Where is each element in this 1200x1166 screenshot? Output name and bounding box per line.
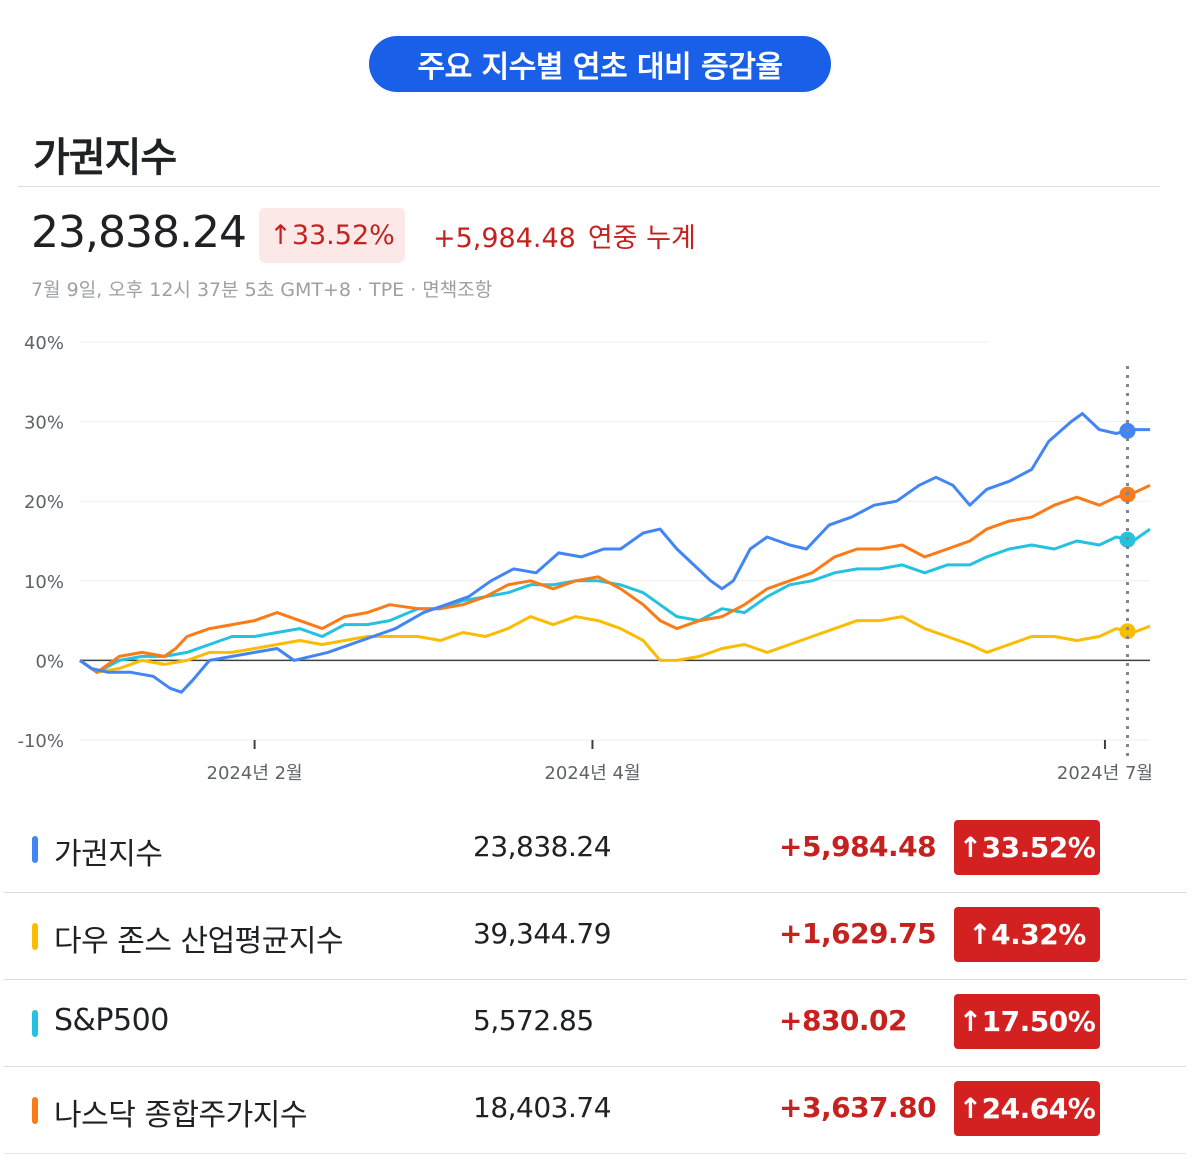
index-name: S&P500 — [54, 1003, 169, 1038]
index-name: 가권지수 — [54, 837, 163, 872]
series-line — [79, 527, 1151, 674]
index-change: +3,637.80 — [779, 1091, 937, 1124]
table-row[interactable]: 다우 존스 산업평균지수 39,344.79 +1,629.75 ↑4.32% — [4, 893, 1186, 980]
index-value: 18,403.74 — [473, 1091, 612, 1124]
index-value: 23,838.24 — [473, 830, 612, 863]
x-tick-label: 2024년 2월 — [207, 763, 303, 784]
ytd-change-label: 연중 누계 — [587, 223, 696, 254]
title-banner: 주요 지수별 연초 대비 증감율 — [369, 36, 831, 92]
index-value: 39,344.79 — [473, 917, 612, 950]
x-tick-label: 2024년 7월 — [1057, 763, 1153, 784]
series-line — [79, 483, 1151, 674]
series-color-swatch — [32, 1097, 38, 1124]
y-tick-label: 10% — [24, 572, 64, 593]
index-name: 다우 존스 산업평균지수 — [54, 924, 344, 959]
table-row[interactable]: 나스닥 종합주가지수 18,403.74 +3,637.80 ↑24.64% — [4, 1067, 1186, 1154]
ytd-change-value: +5,984.48 — [433, 223, 576, 254]
index-change: +5,984.48 — [779, 830, 937, 863]
timestamp-disclaimer: 7월 9일, 오후 12시 37분 5초 GMT+8 · TPE · 면책조항 — [31, 279, 493, 301]
chart-axes: 40% 30% 20% 10% 0% -10% 2024년 2월 2024년 4월 2024년 … — [17, 333, 1153, 784]
series-line — [79, 615, 1151, 674]
series-marker — [1119, 623, 1136, 640]
percent-change-badge: ↑33.52% — [259, 208, 405, 263]
index-percent-badge: ↑24.64% — [954, 1081, 1100, 1136]
y-tick-label: 40% — [24, 333, 64, 354]
index-change: +830.02 — [779, 1004, 908, 1037]
series-color-swatch — [32, 923, 38, 950]
table-row[interactable]: S&P500 5,572.85 +830.02 ↑17.50% — [4, 980, 1186, 1067]
y-tick-label: 30% — [24, 413, 64, 434]
table-row[interactable]: 가권지수 23,838.24 +5,984.48 ↑33.52% — [4, 806, 1186, 893]
divider — [18, 186, 1160, 187]
index-percent-badge: ↑33.52% — [954, 820, 1100, 875]
x-tick-label: 2024년 4월 — [544, 763, 640, 784]
series-line — [79, 412, 1150, 694]
index-title: 가권지수 — [33, 135, 177, 181]
chart-series — [79, 412, 1151, 694]
chart-grid — [80, 341, 1150, 741]
index-percent-badge: ↑17.50% — [954, 994, 1100, 1049]
index-percent-badge: ↑4.32% — [954, 907, 1100, 962]
y-tick-label: 0% — [35, 651, 64, 672]
y-tick-label: -10% — [17, 731, 64, 752]
series-color-swatch — [32, 836, 38, 863]
line-chart[interactable]: 40% 30% 20% 10% 0% -10% 2024년 2월 2024년 4월 2024년 … — [0, 320, 1200, 790]
index-change: +1,629.75 — [779, 917, 937, 950]
index-comparison-table: 가권지수 23,838.24 +5,984.48 ↑33.52% 다우 존스 산업평균지… — [4, 806, 1186, 1154]
y-tick-label: 20% — [24, 492, 64, 513]
index-name: 나스닥 종합주가지수 — [54, 1098, 307, 1133]
current-price: 23,838.24 — [31, 207, 247, 258]
chart-markers — [1119, 422, 1136, 640]
index-value: 5,572.85 — [473, 1004, 594, 1037]
ytd-change: +5,984.48 연중 누계 — [433, 216, 696, 255]
series-color-swatch — [32, 1010, 38, 1037]
